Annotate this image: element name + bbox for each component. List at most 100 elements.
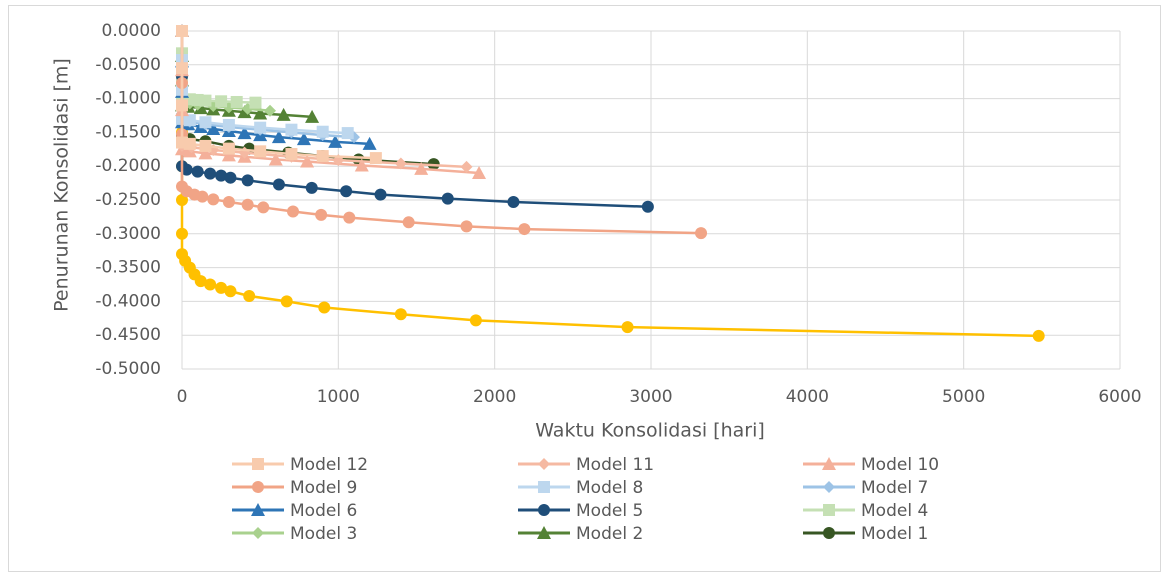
marker — [204, 167, 217, 180]
marker — [257, 201, 270, 214]
marker — [254, 121, 267, 134]
marker — [316, 125, 329, 138]
y-tick-label: -0.3500 — [95, 258, 161, 278]
y-tick-label: -0.2000 — [95, 156, 161, 176]
marker — [286, 205, 299, 218]
marker — [414, 161, 429, 175]
marker — [538, 504, 550, 516]
marker — [276, 107, 291, 121]
marker — [518, 223, 531, 236]
marker — [285, 148, 298, 161]
marker — [180, 163, 193, 176]
marker — [460, 160, 473, 173]
marker — [300, 154, 315, 168]
marker — [230, 95, 243, 108]
marker — [538, 481, 550, 493]
marker — [822, 457, 836, 470]
legend-label: Model 8 — [576, 478, 643, 498]
legend-item: Model 11 — [518, 455, 654, 475]
marker — [315, 208, 328, 221]
marker — [176, 25, 188, 37]
legend-item: Model 1 — [803, 524, 928, 544]
marker — [264, 104, 277, 117]
marker — [176, 227, 188, 240]
x-tick-label: 2000 — [473, 387, 516, 407]
marker — [369, 152, 382, 165]
marker — [215, 95, 228, 108]
marker — [176, 194, 188, 206]
marker — [199, 94, 212, 107]
marker — [469, 314, 482, 327]
series — [176, 25, 708, 240]
marker — [374, 188, 387, 201]
y-tick-label: -0.0500 — [95, 55, 161, 75]
marker — [206, 122, 221, 136]
marker — [183, 137, 196, 150]
marker — [254, 145, 267, 158]
y-axis-label: Penurunan Konsolidasi [m] — [51, 58, 73, 312]
marker — [296, 132, 311, 146]
legend-item: Model 4 — [803, 501, 928, 521]
marker — [198, 146, 213, 160]
marker — [222, 142, 235, 155]
marker — [191, 165, 204, 178]
x-tick-label: 5000 — [942, 387, 985, 407]
marker — [243, 289, 256, 302]
marker — [215, 169, 228, 182]
series-line — [180, 31, 702, 235]
legend-label: Model 10 — [861, 455, 939, 475]
legend-item: Model 7 — [803, 478, 928, 498]
marker — [222, 118, 235, 131]
y-tick-label: -0.5000 — [95, 359, 161, 379]
marker — [394, 157, 407, 170]
y-tick-label: -0.4000 — [95, 291, 161, 311]
legend-label: Model 7 — [861, 478, 928, 498]
marker — [207, 193, 220, 206]
marker — [224, 171, 237, 184]
marker — [193, 101, 208, 115]
marker — [507, 196, 520, 209]
marker — [538, 458, 550, 470]
marker — [1032, 329, 1045, 342]
marker — [460, 220, 473, 233]
marker — [341, 127, 354, 140]
marker — [537, 526, 551, 539]
marker — [641, 200, 654, 213]
legend-label: Model 9 — [290, 478, 357, 498]
legend-item: Model 12 — [232, 455, 368, 475]
x-tick-label: 4000 — [786, 387, 829, 407]
x-axis-label: Waktu Konsolidasi [hari] — [535, 420, 765, 442]
y-tick-label: -0.3000 — [95, 224, 161, 244]
marker — [621, 321, 634, 334]
marker — [362, 136, 377, 150]
marker — [221, 148, 236, 162]
marker — [823, 481, 835, 493]
legend-label: Model 3 — [290, 524, 357, 544]
marker — [204, 278, 217, 291]
marker — [253, 106, 268, 120]
y-tick-label: -0.4500 — [95, 325, 161, 345]
marker — [176, 99, 188, 112]
marker — [176, 62, 188, 75]
x-tick-label: 0 — [177, 387, 188, 407]
marker — [237, 126, 252, 140]
legend-item: Model 2 — [518, 524, 643, 544]
marker — [222, 196, 235, 209]
y-tick-label: -0.1500 — [95, 122, 161, 142]
marker — [199, 116, 212, 129]
series — [176, 25, 382, 165]
marker — [252, 458, 264, 470]
marker — [215, 281, 228, 294]
marker — [402, 216, 415, 229]
legend-item: Model 6 — [232, 501, 357, 521]
marker — [251, 503, 265, 516]
marker — [441, 192, 454, 205]
x-tick-label: 6000 — [1098, 387, 1141, 407]
marker — [328, 134, 343, 148]
marker — [823, 527, 835, 539]
legend-item: Model 8 — [518, 478, 643, 498]
marker — [252, 527, 264, 539]
marker — [305, 109, 320, 123]
marker — [823, 504, 835, 516]
marker — [285, 123, 298, 136]
